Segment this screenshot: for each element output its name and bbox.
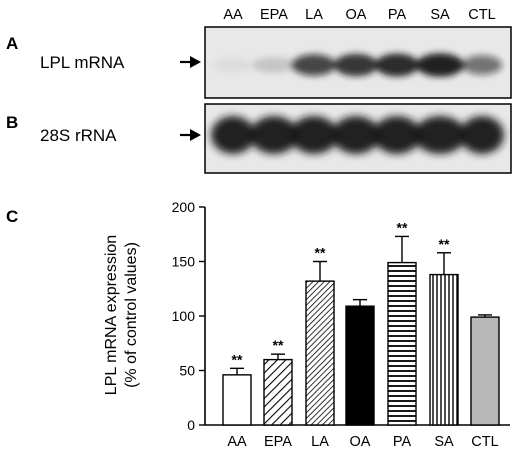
bar-chart: 0 50 100 150 200 ** AA ** EPA ** LA OA ** PA ** SA CTL xyxy=(172,199,510,450)
lane-label-ctl: CTL xyxy=(468,7,495,23)
y-tick-label-100: 100 xyxy=(172,308,196,324)
blot-a-band-pa xyxy=(375,53,419,77)
panel-letter-a: A xyxy=(6,34,18,53)
x-tick-label-epa: EPA xyxy=(264,434,292,450)
x-tick-label-oa: OA xyxy=(350,434,371,450)
y-tick-label-200: 200 xyxy=(172,199,196,215)
bar-oa xyxy=(345,305,375,426)
lane-label-pa: PA xyxy=(388,7,407,23)
blot-b-band-pa xyxy=(373,116,421,154)
blot-a-bands xyxy=(213,53,502,77)
blot-a-arrow xyxy=(180,56,201,68)
significance-la: ** xyxy=(315,245,326,261)
bar-ctl xyxy=(470,316,500,426)
blot-b-band-ctl xyxy=(460,116,504,154)
significance-pa: ** xyxy=(397,219,408,235)
x-tick-label-ctl: CTL xyxy=(471,434,498,450)
blot-b-band-sa xyxy=(414,116,466,154)
blot-a-band-la xyxy=(292,54,336,76)
blot-a-band-oa xyxy=(334,53,378,77)
significance-aa: ** xyxy=(232,351,243,367)
blot-b-band-epa xyxy=(250,116,298,154)
x-tick-label-la: LA xyxy=(311,434,329,450)
blot-a-band-aa xyxy=(213,57,253,73)
bar-aa xyxy=(222,374,252,426)
blot-b-band-la xyxy=(290,116,338,154)
y-tick-label-50: 50 xyxy=(179,363,195,379)
blot-b-band-aa xyxy=(211,116,255,154)
panel-letter-b: B xyxy=(6,113,18,132)
bar-la xyxy=(305,280,335,426)
y-axis-label: LPL mRNA expression (% of control values… xyxy=(103,235,140,395)
bar-pa xyxy=(387,261,417,426)
y-tick-label-0: 0 xyxy=(187,417,195,433)
lane-label-oa: OA xyxy=(346,7,367,23)
blot-b-arrow xyxy=(180,129,201,141)
blot-a-band-epa xyxy=(252,57,296,73)
x-tick-label-aa: AA xyxy=(227,434,247,450)
x-tick-label-pa: PA xyxy=(393,434,412,450)
lane-label-epa: EPA xyxy=(260,7,288,23)
x-tick-label-sa: SA xyxy=(434,434,454,450)
blot-b-band-oa xyxy=(332,116,380,154)
blot-b-row-label: 28S rRNA xyxy=(40,126,117,145)
lane-label-sa: SA xyxy=(430,7,450,23)
blot-a-band-sa xyxy=(416,53,464,77)
blot-a-row-label: LPL mRNA xyxy=(40,53,125,72)
lane-label-aa: AA xyxy=(223,7,243,23)
blot-a-band-ctl xyxy=(462,55,502,75)
y-axis-label-line2: (% of control values) xyxy=(123,242,140,388)
y-tick-label-150: 150 xyxy=(172,254,196,270)
significance-epa: ** xyxy=(273,337,284,353)
bar-sa xyxy=(429,273,459,426)
lane-labels: AA EPA LA OA PA SA CTL xyxy=(223,7,495,23)
bar-epa xyxy=(263,358,293,426)
panel-letter-c: C xyxy=(6,207,18,226)
lane-label-la: LA xyxy=(305,7,323,23)
y-axis-label-line1: LPL mRNA expression xyxy=(103,235,120,395)
blot-b-bands xyxy=(211,116,504,154)
significance-sa: ** xyxy=(439,236,450,252)
